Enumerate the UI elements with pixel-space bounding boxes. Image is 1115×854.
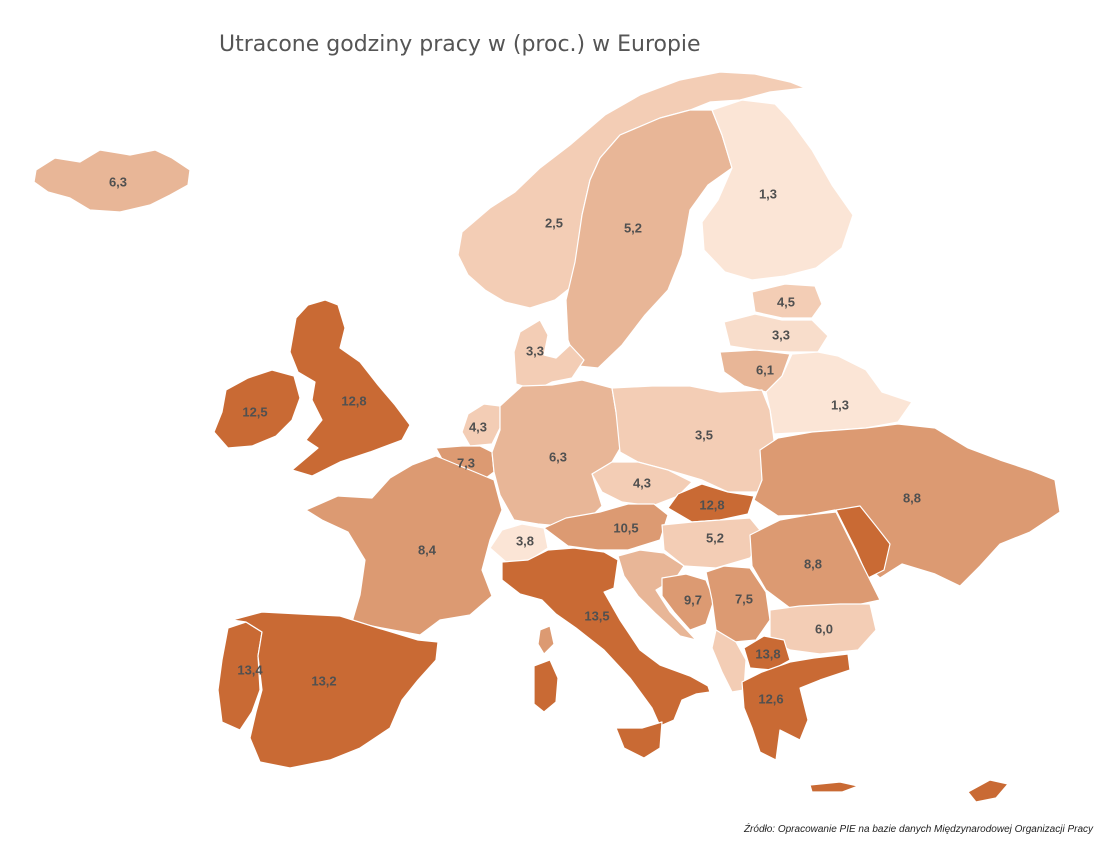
label-united-kingdom: 12,8 (341, 393, 366, 408)
region-corsica (537, 625, 555, 655)
region-serbia (705, 565, 771, 643)
label-serbia: 7,5 (735, 591, 753, 606)
label-switzerland: 3,8 (516, 533, 534, 548)
region-crete (809, 781, 859, 793)
label-estonia: 4,5 (777, 294, 795, 309)
label-netherlands: 4,3 (469, 419, 487, 434)
region-latvia (723, 313, 829, 353)
label-belarus: 1,3 (831, 397, 849, 412)
region-bosnia (661, 573, 715, 631)
region-norway (457, 71, 806, 309)
label-bulgaria: 6,0 (815, 621, 833, 636)
label-romania: 8,8 (804, 556, 822, 571)
region-austria (543, 503, 669, 551)
label-austria: 10,5 (613, 520, 638, 535)
label-czechia: 4,3 (633, 475, 651, 490)
label-belgium: 7,3 (457, 455, 475, 470)
region-greece (741, 653, 851, 761)
region-france (305, 455, 503, 636)
label-bosnia: 9,7 (684, 592, 702, 607)
label-greece: 12,6 (758, 691, 783, 706)
label-france: 8,4 (418, 542, 437, 557)
label-spain: 13,2 (311, 673, 336, 688)
region-belarus (765, 351, 913, 435)
label-slovakia: 12,8 (699, 497, 724, 512)
label-portugal: 13,4 (237, 662, 263, 677)
label-iceland: 6,3 (109, 174, 127, 189)
label-latvia: 3,3 (772, 327, 790, 342)
label-north-macedonia: 13,8 (755, 646, 780, 661)
label-poland: 3,5 (695, 427, 713, 442)
region-north-macedonia (743, 635, 791, 671)
source-note: Źródło: Opracowanie PIE na bazie danych … (743, 824, 1093, 835)
label-germany: 6,3 (549, 449, 567, 464)
label-ireland: 12,5 (242, 404, 267, 419)
label-lithuania: 6,1 (756, 362, 774, 377)
region-iceland (33, 149, 191, 213)
region-united-kingdom (289, 299, 411, 477)
region-finland (701, 99, 854, 281)
label-sweden: 5,2 (624, 220, 642, 235)
region-moldova (835, 505, 891, 579)
region-estonia (751, 283, 823, 319)
region-czechia (591, 461, 693, 507)
region-sicily (615, 721, 663, 759)
region-croatia (617, 549, 697, 641)
region-spain (231, 611, 439, 769)
region-sardinia (533, 659, 559, 713)
label-hungary: 5,2 (706, 530, 724, 545)
label-finland: 1,3 (759, 186, 777, 201)
map-title: Utracone godziny pracy w (proc.) w Europ… (219, 32, 701, 57)
label-denmark: 3,3 (526, 343, 544, 358)
region-italy (501, 547, 711, 727)
label-ukraine: 8,8 (903, 490, 921, 505)
region-cyprus (967, 779, 1009, 803)
region-germany (491, 379, 623, 527)
region-romania (749, 511, 881, 609)
region-sweden (565, 109, 733, 369)
label-italy: 13,5 (584, 608, 609, 623)
label-norway: 2,5 (545, 215, 563, 230)
region-albania (711, 629, 747, 693)
region-ireland (213, 369, 301, 449)
